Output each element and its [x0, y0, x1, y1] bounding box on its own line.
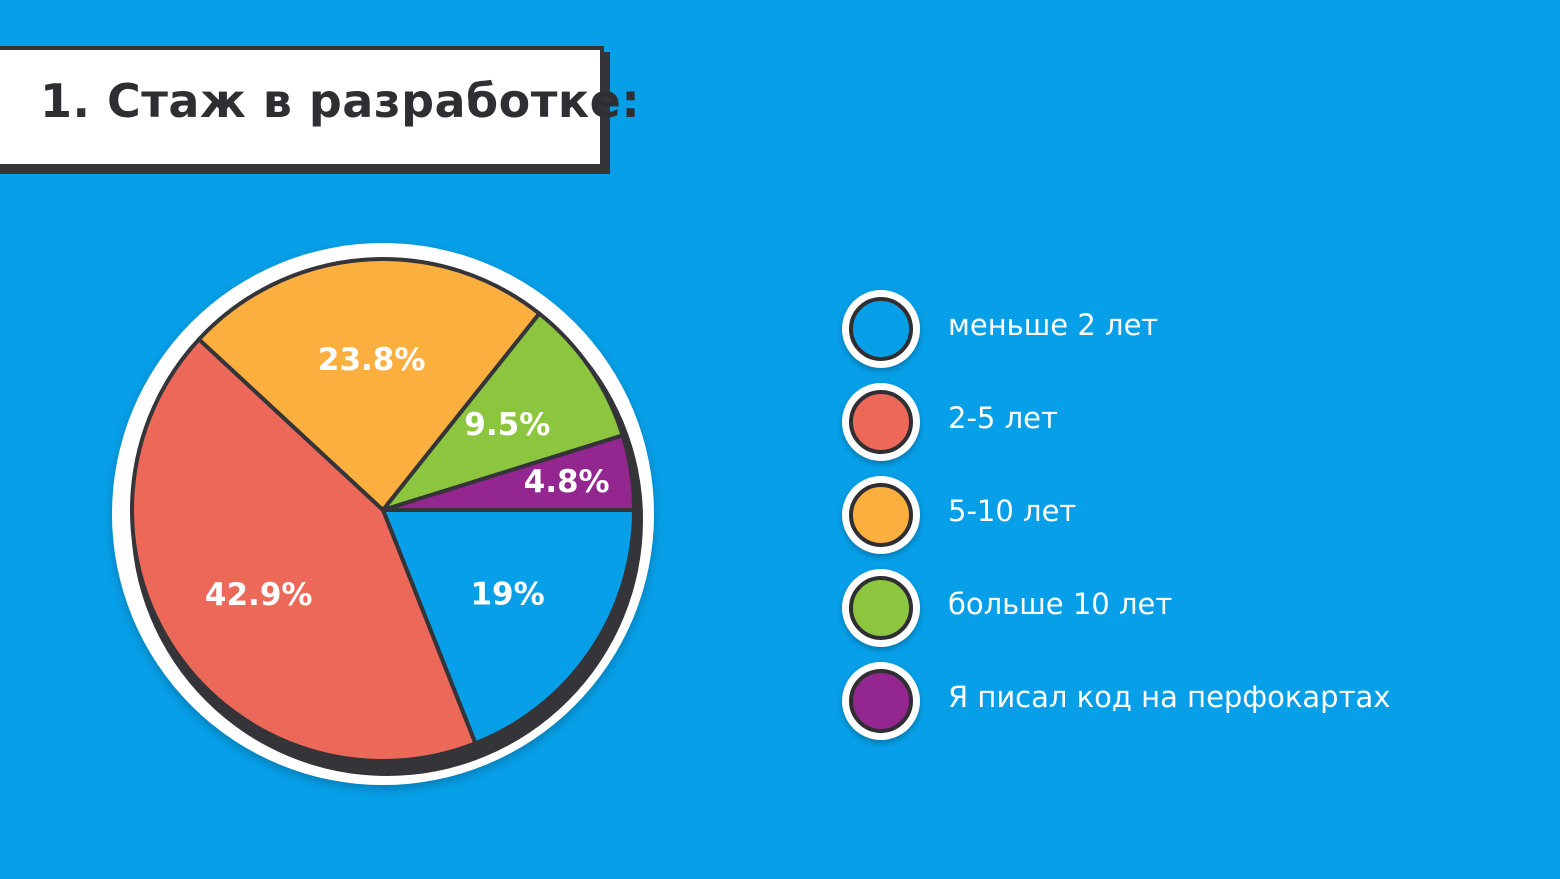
- legend-swatch-color: [849, 483, 913, 547]
- pie-slice: [130, 337, 478, 763]
- pie-slices: [130, 256, 636, 763]
- legend-swatch-color: [849, 669, 913, 733]
- legend-swatch-color: [849, 576, 913, 640]
- legend-label: меньше 2 лет: [948, 308, 1159, 342]
- legend-item: Я писал код на перфокартах: [842, 662, 1462, 740]
- legend-swatch: [842, 383, 920, 461]
- slice-data-label: 23.8%: [318, 342, 426, 378]
- title-box: 1. Стаж в разработке:: [0, 46, 640, 168]
- page-title: 1. Стаж в разработке:: [40, 74, 641, 128]
- slice-data-label: 42.9%: [205, 577, 313, 613]
- legend-swatch-color: [849, 390, 913, 454]
- legend-label: больше 10 лет: [948, 587, 1173, 621]
- pie-slice: [381, 311, 625, 512]
- pie-labels: 19% 42.9% 23.8% 9.5% 4.8%: [205, 342, 610, 613]
- legend-swatch: [842, 290, 920, 368]
- legend-item: 2-5 лет: [842, 383, 1462, 461]
- slice-data-label: 9.5%: [464, 407, 550, 443]
- legend-item: больше 10 лет: [842, 569, 1462, 647]
- slice-data-label: 4.8%: [524, 464, 610, 500]
- slice-data-label: 19%: [470, 577, 544, 613]
- legend-item: 5-10 лет: [842, 476, 1462, 554]
- legend-label: Я писал код на перфокартах: [948, 680, 1391, 714]
- pie-slice: [381, 508, 636, 746]
- legend-swatch: [842, 569, 920, 647]
- legend-label: 5-10 лет: [948, 494, 1077, 528]
- legend-swatch-color: [849, 297, 913, 361]
- legend-swatch: [842, 662, 920, 740]
- pie-slice: [381, 433, 636, 512]
- legend-label: 2-5 лет: [948, 401, 1058, 435]
- pie-slice: [196, 256, 542, 512]
- legend-item: меньше 2 лет: [842, 290, 1462, 368]
- legend-swatch: [842, 476, 920, 554]
